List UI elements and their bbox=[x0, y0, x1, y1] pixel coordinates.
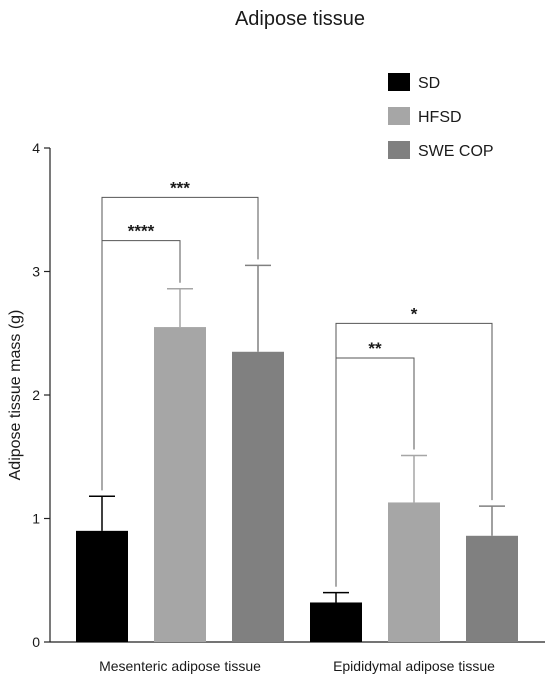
legend-label: SD bbox=[418, 75, 440, 92]
axes: 0 1 2 3 4 Mesenteric adipose tissue Epididymal… bbox=[32, 140, 545, 674]
legend-swatch bbox=[388, 141, 410, 159]
y-tick-label: 1 bbox=[32, 511, 40, 527]
bar bbox=[466, 535, 518, 642]
bar bbox=[76, 530, 128, 642]
chart-title: Adipose tissue bbox=[235, 8, 365, 30]
bars bbox=[76, 327, 518, 642]
legend-swatch bbox=[388, 107, 410, 125]
bar bbox=[310, 602, 362, 642]
significance-label: ** bbox=[368, 339, 382, 358]
x-category-label: Mesenteric adipose tissue bbox=[99, 658, 261, 674]
y-axis-title: Adipose tissue mass (g) bbox=[7, 310, 24, 481]
significance-brackets: ********** bbox=[101, 178, 493, 587]
bar bbox=[232, 351, 284, 642]
significance-label: *** bbox=[170, 178, 190, 197]
y-tick-label: 4 bbox=[32, 140, 40, 156]
significance-bracket bbox=[335, 322, 493, 587]
y-tick-label: 3 bbox=[32, 264, 40, 280]
bar bbox=[154, 327, 206, 642]
legend-swatch bbox=[388, 73, 410, 91]
significance-label: **** bbox=[128, 222, 155, 241]
legend-label: SWE COP bbox=[418, 143, 494, 160]
bar bbox=[388, 502, 440, 642]
legend-label: HFSD bbox=[418, 109, 462, 126]
x-category-label: Epididymal adipose tissue bbox=[333, 658, 495, 674]
y-tick-label: 0 bbox=[32, 634, 40, 650]
y-tick-label: 2 bbox=[32, 387, 40, 403]
significance-label: * bbox=[411, 304, 418, 323]
significance-bracket bbox=[101, 196, 259, 491]
legend: SD HFSD SWE COP bbox=[388, 73, 494, 160]
error-bars bbox=[89, 264, 505, 603]
